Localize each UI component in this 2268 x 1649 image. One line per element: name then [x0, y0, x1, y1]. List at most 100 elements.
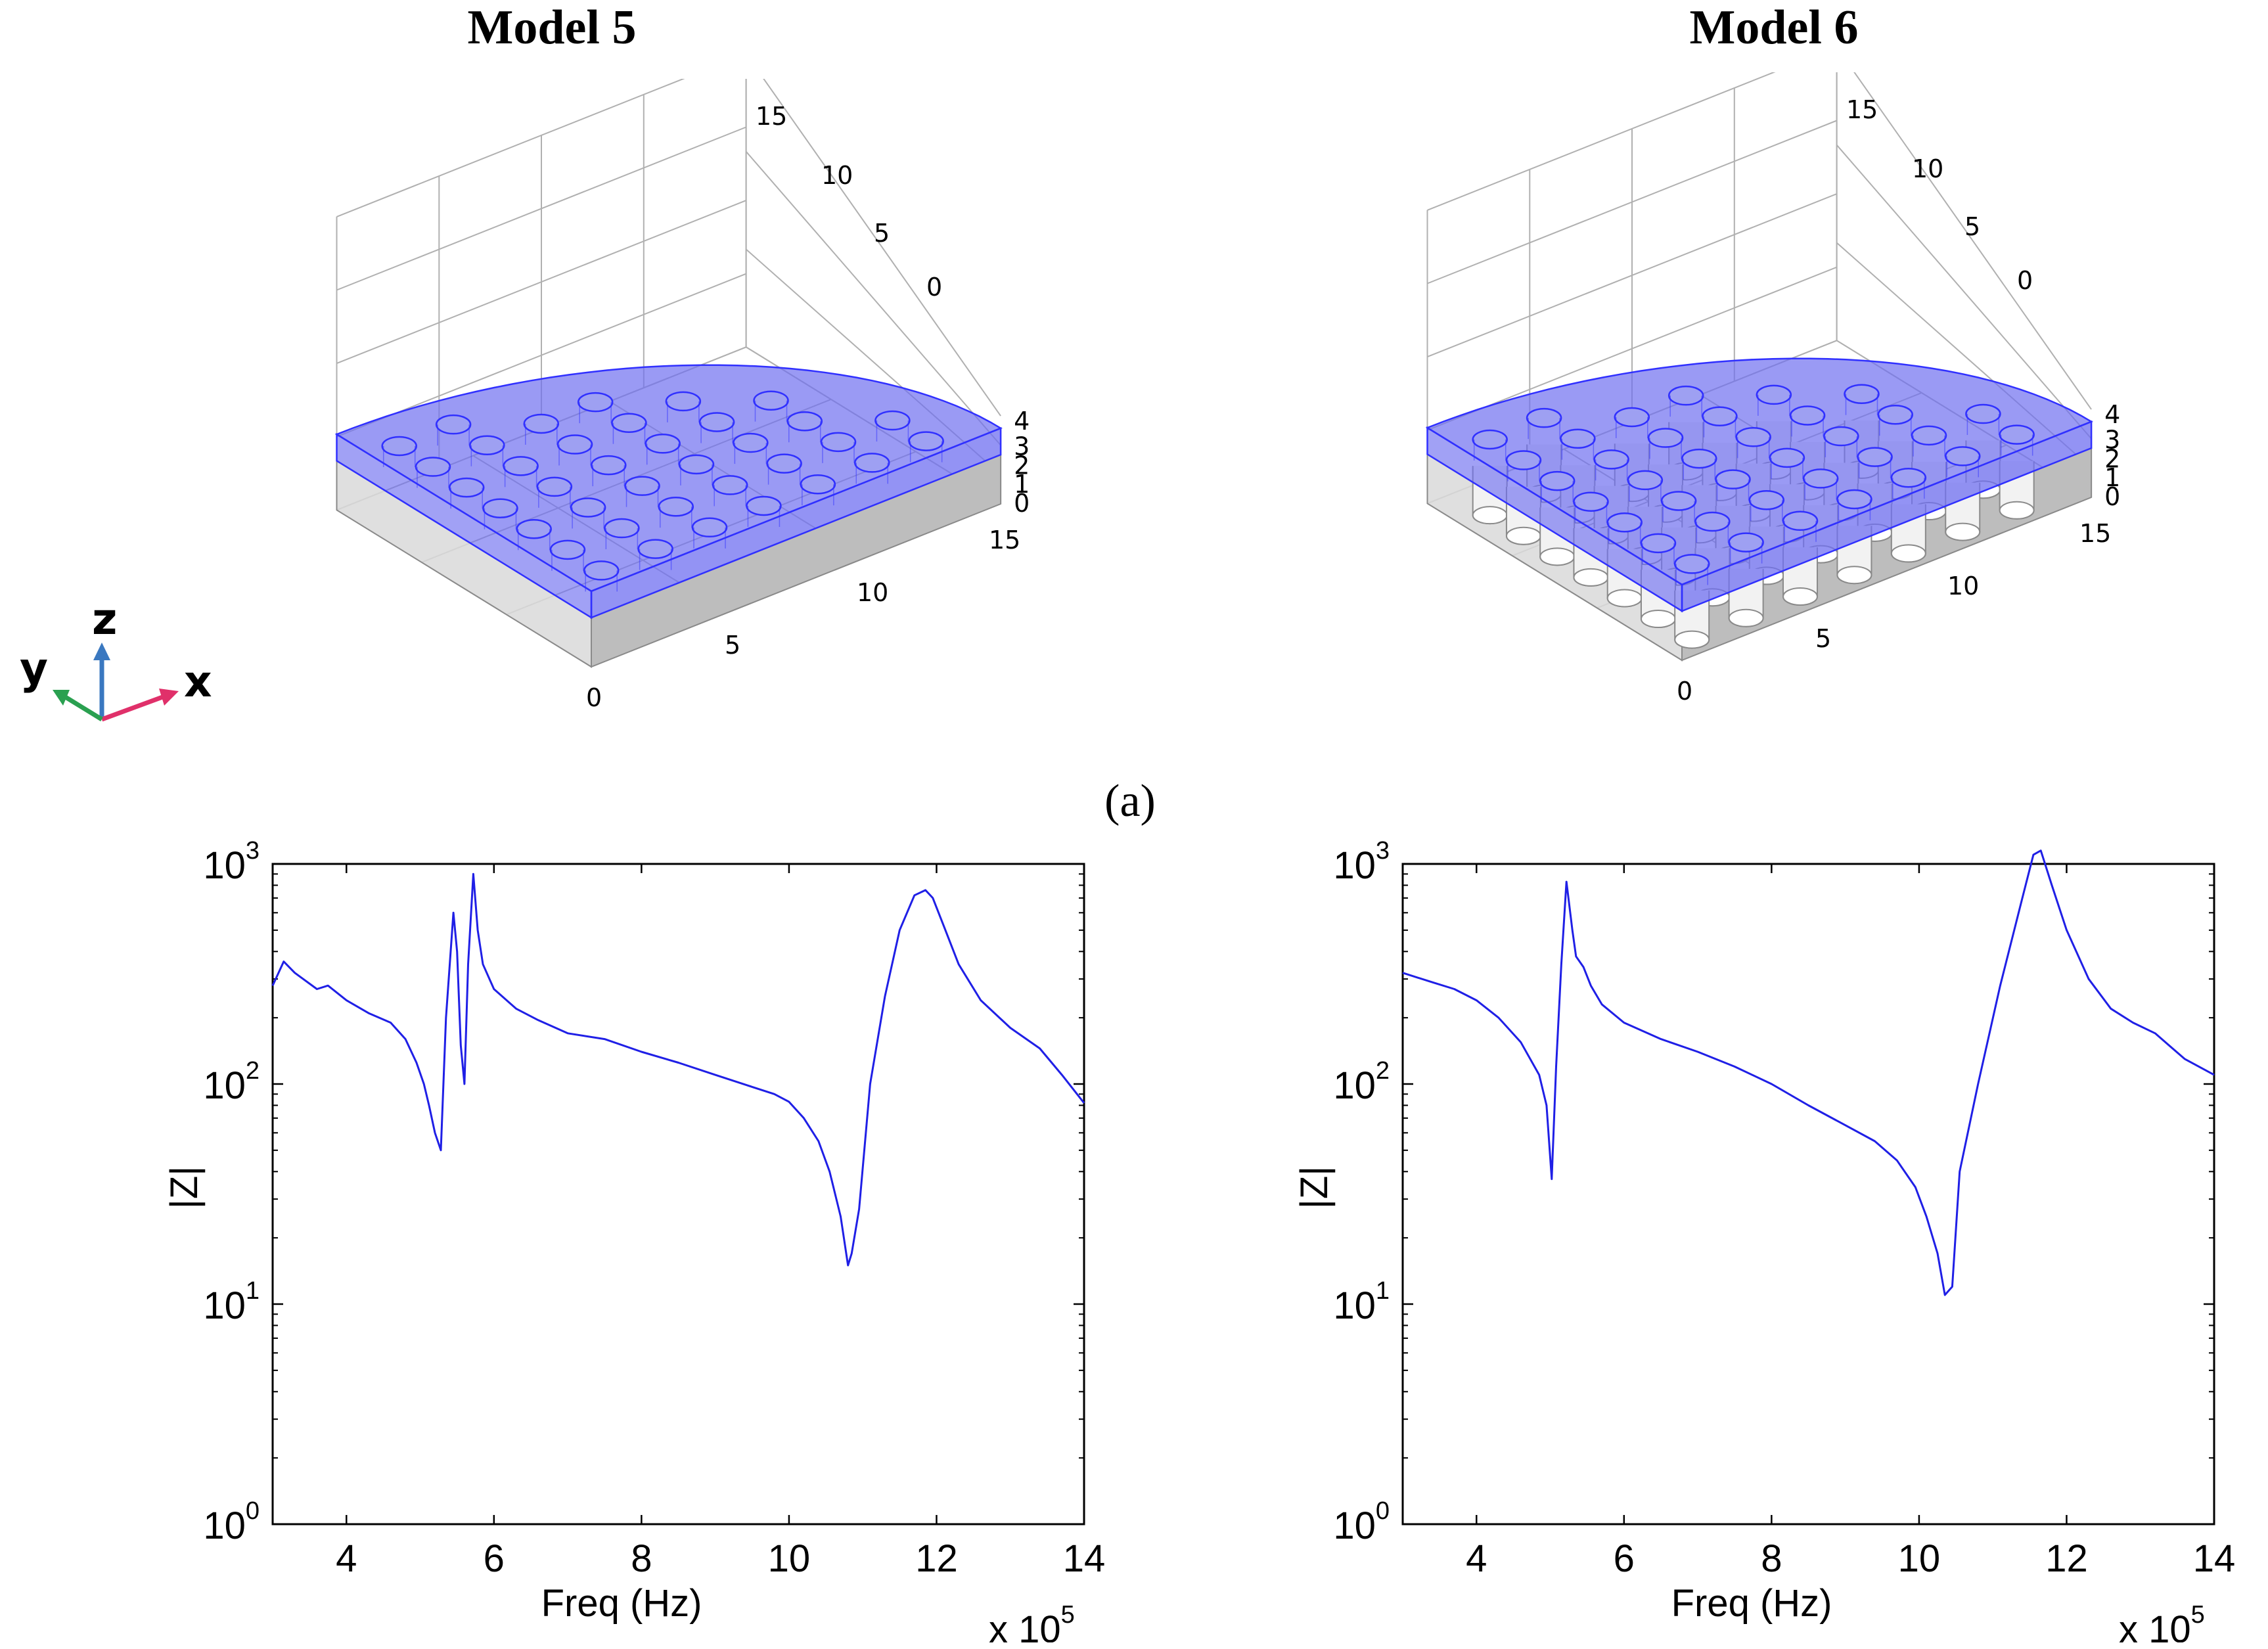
y-tick-label: 10	[1912, 154, 1943, 183]
plot-frame	[1401, 863, 2215, 1525]
hole	[753, 390, 789, 411]
x-tick-label: 6	[484, 1537, 505, 1580]
impedance-curve	[271, 872, 1085, 1267]
hole	[800, 474, 836, 495]
z-tick-label: 2	[2104, 444, 2120, 473]
matching-layer-top-face	[334, 364, 1003, 593]
hole	[1836, 489, 1872, 510]
hole	[908, 431, 944, 451]
hole	[1945, 446, 1981, 466]
grid-line	[1853, 72, 2092, 410]
hole	[691, 517, 728, 538]
pillar-hole-bottom	[1782, 587, 1819, 606]
y-tick-label: 103	[1333, 841, 1390, 887]
hole	[637, 539, 673, 559]
pillar-hole-bottom	[1999, 501, 2035, 520]
hole	[1505, 450, 1542, 470]
hole	[1667, 385, 1704, 406]
hole	[1769, 447, 1805, 468]
pillar-hole-bottom	[1472, 506, 1508, 525]
hole	[712, 475, 748, 495]
hole	[854, 453, 890, 473]
z-tick-label: 2	[1014, 451, 1030, 480]
pillar-hole-bottom	[1836, 566, 1872, 585]
x-tick-label: 10	[1898, 1537, 1941, 1580]
z-tick-label: 0	[1014, 489, 1030, 518]
hole	[604, 518, 640, 539]
y-tick-label: 0	[2017, 266, 2033, 295]
hole	[556, 434, 593, 455]
matching-layer-top-face	[1425, 357, 2093, 586]
hole	[469, 435, 505, 455]
x-tick-label: 4	[1466, 1537, 1487, 1580]
x-tick-label: 14	[2193, 1537, 2236, 1580]
hole	[1472, 429, 1508, 450]
y-tick-label: 101	[1333, 1277, 1390, 1327]
hole	[570, 497, 606, 518]
pillar-hole-bottom	[1640, 610, 1676, 629]
hole	[591, 455, 627, 476]
impedance-chart-model-5: 4 6 8 10 12 14 103 102 101 100 Freq (Hz) |Z| x 105	[163, 841, 1106, 1642]
x-axis-label: Freq (Hz)	[541, 1582, 702, 1625]
x-tick-label: 5	[725, 631, 740, 660]
hole	[786, 411, 823, 432]
hole	[523, 413, 560, 434]
hole	[611, 413, 647, 433]
hole	[645, 434, 681, 454]
hole	[1627, 470, 1664, 491]
x-multiplier-label: x 105	[2119, 1601, 2205, 1642]
hole	[1660, 491, 1697, 511]
x-tick-label: 14	[1063, 1537, 1106, 1580]
hole	[658, 496, 694, 517]
y-tick-label: 10	[821, 161, 853, 190]
hole	[1789, 405, 1826, 426]
hole	[1673, 554, 1710, 574]
hole	[874, 410, 911, 431]
z-tick-label: 3	[1014, 432, 1030, 461]
hole	[536, 476, 573, 497]
hole	[1728, 532, 1764, 553]
hole	[1614, 407, 1650, 428]
z-tick-label: 1	[1014, 470, 1030, 499]
hole	[549, 539, 586, 560]
x-tick-label: 12	[2045, 1537, 2088, 1580]
y-tick-label: 102	[203, 1057, 260, 1107]
figure-caption: (a)	[1104, 776, 1156, 826]
hole	[1606, 512, 1643, 533]
hole	[1823, 426, 1859, 447]
x-tick-label: 6	[1614, 1537, 1635, 1580]
hole	[1640, 533, 1677, 554]
hole	[577, 392, 614, 413]
hole	[503, 456, 539, 476]
triad-y-label: y	[20, 643, 48, 694]
grid-line	[745, 151, 1001, 446]
top-holes	[1472, 384, 2035, 585]
grid-line	[1427, 72, 1776, 211]
x-tick-label: 10	[1947, 572, 1979, 600]
y-tick-label: 100	[1333, 1497, 1390, 1547]
grid-line	[1836, 145, 2092, 440]
hole	[746, 495, 782, 516]
hole	[583, 560, 620, 581]
y-tick-label: 5	[1964, 212, 1980, 241]
hole	[1694, 511, 1731, 532]
x-tick-label: 10	[857, 578, 888, 607]
pillar-hole-bottom	[1606, 589, 1643, 608]
impedance-curve	[1402, 849, 2215, 1296]
hole	[1715, 469, 1751, 489]
x-tick-label: 15	[989, 526, 1020, 554]
hole	[766, 453, 802, 474]
hole	[1593, 449, 1629, 470]
hole	[665, 391, 702, 412]
hole	[415, 457, 451, 477]
model-5-title: Model 5	[467, 1, 637, 55]
z-tick-label: 4	[2104, 400, 2120, 429]
hole	[381, 436, 417, 457]
triad-y-arrowhead	[53, 690, 70, 706]
pillar-hole-bottom	[1890, 544, 1926, 563]
triad-x-arrowhead	[159, 689, 179, 706]
x-tick-label: 10	[768, 1537, 811, 1580]
x-tick-label: 4	[336, 1537, 357, 1580]
